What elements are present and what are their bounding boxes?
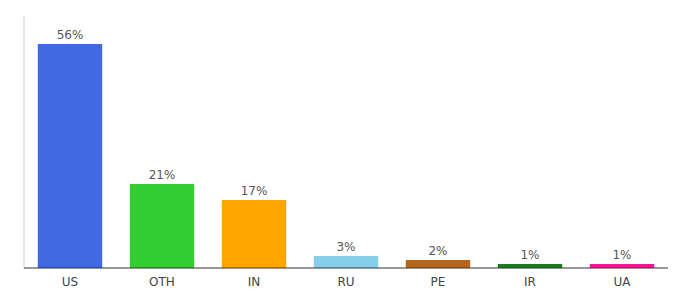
data-label: 2% [428,244,447,258]
bar [406,260,470,268]
bar [130,184,194,268]
data-label: 1% [520,248,539,262]
x-tick-label: IN [248,275,261,289]
chart-container: 56% 21% 17% 3% 2% 1% 1% US OTH IN RU PE IR UA [0,0,680,300]
x-tick-label: PE [431,275,446,289]
bars [38,44,654,268]
x-tick-label: OTH [149,275,175,289]
x-tick-label: UA [614,275,632,289]
bar [498,264,562,268]
data-label: 1% [612,248,631,262]
bar [590,264,654,268]
data-label: 17% [241,184,268,198]
data-label: 21% [149,168,176,182]
data-label: 56% [57,28,84,42]
bar [314,256,378,268]
x-axis-line [24,268,668,269]
bar [38,44,102,268]
data-labels: 56% 21% 17% 3% 2% 1% 1% [57,28,632,262]
data-label: 3% [336,240,355,254]
x-tick-label: IR [524,275,536,289]
x-ticks: US OTH IN RU PE IR UA [62,275,631,289]
chart-svg: 56% 21% 17% 3% 2% 1% 1% US OTH IN RU PE IR UA [0,0,680,300]
x-tick-label: US [62,275,78,289]
x-tick-label: RU [337,275,354,289]
y-axis-line [24,16,25,268]
bar [222,200,286,268]
